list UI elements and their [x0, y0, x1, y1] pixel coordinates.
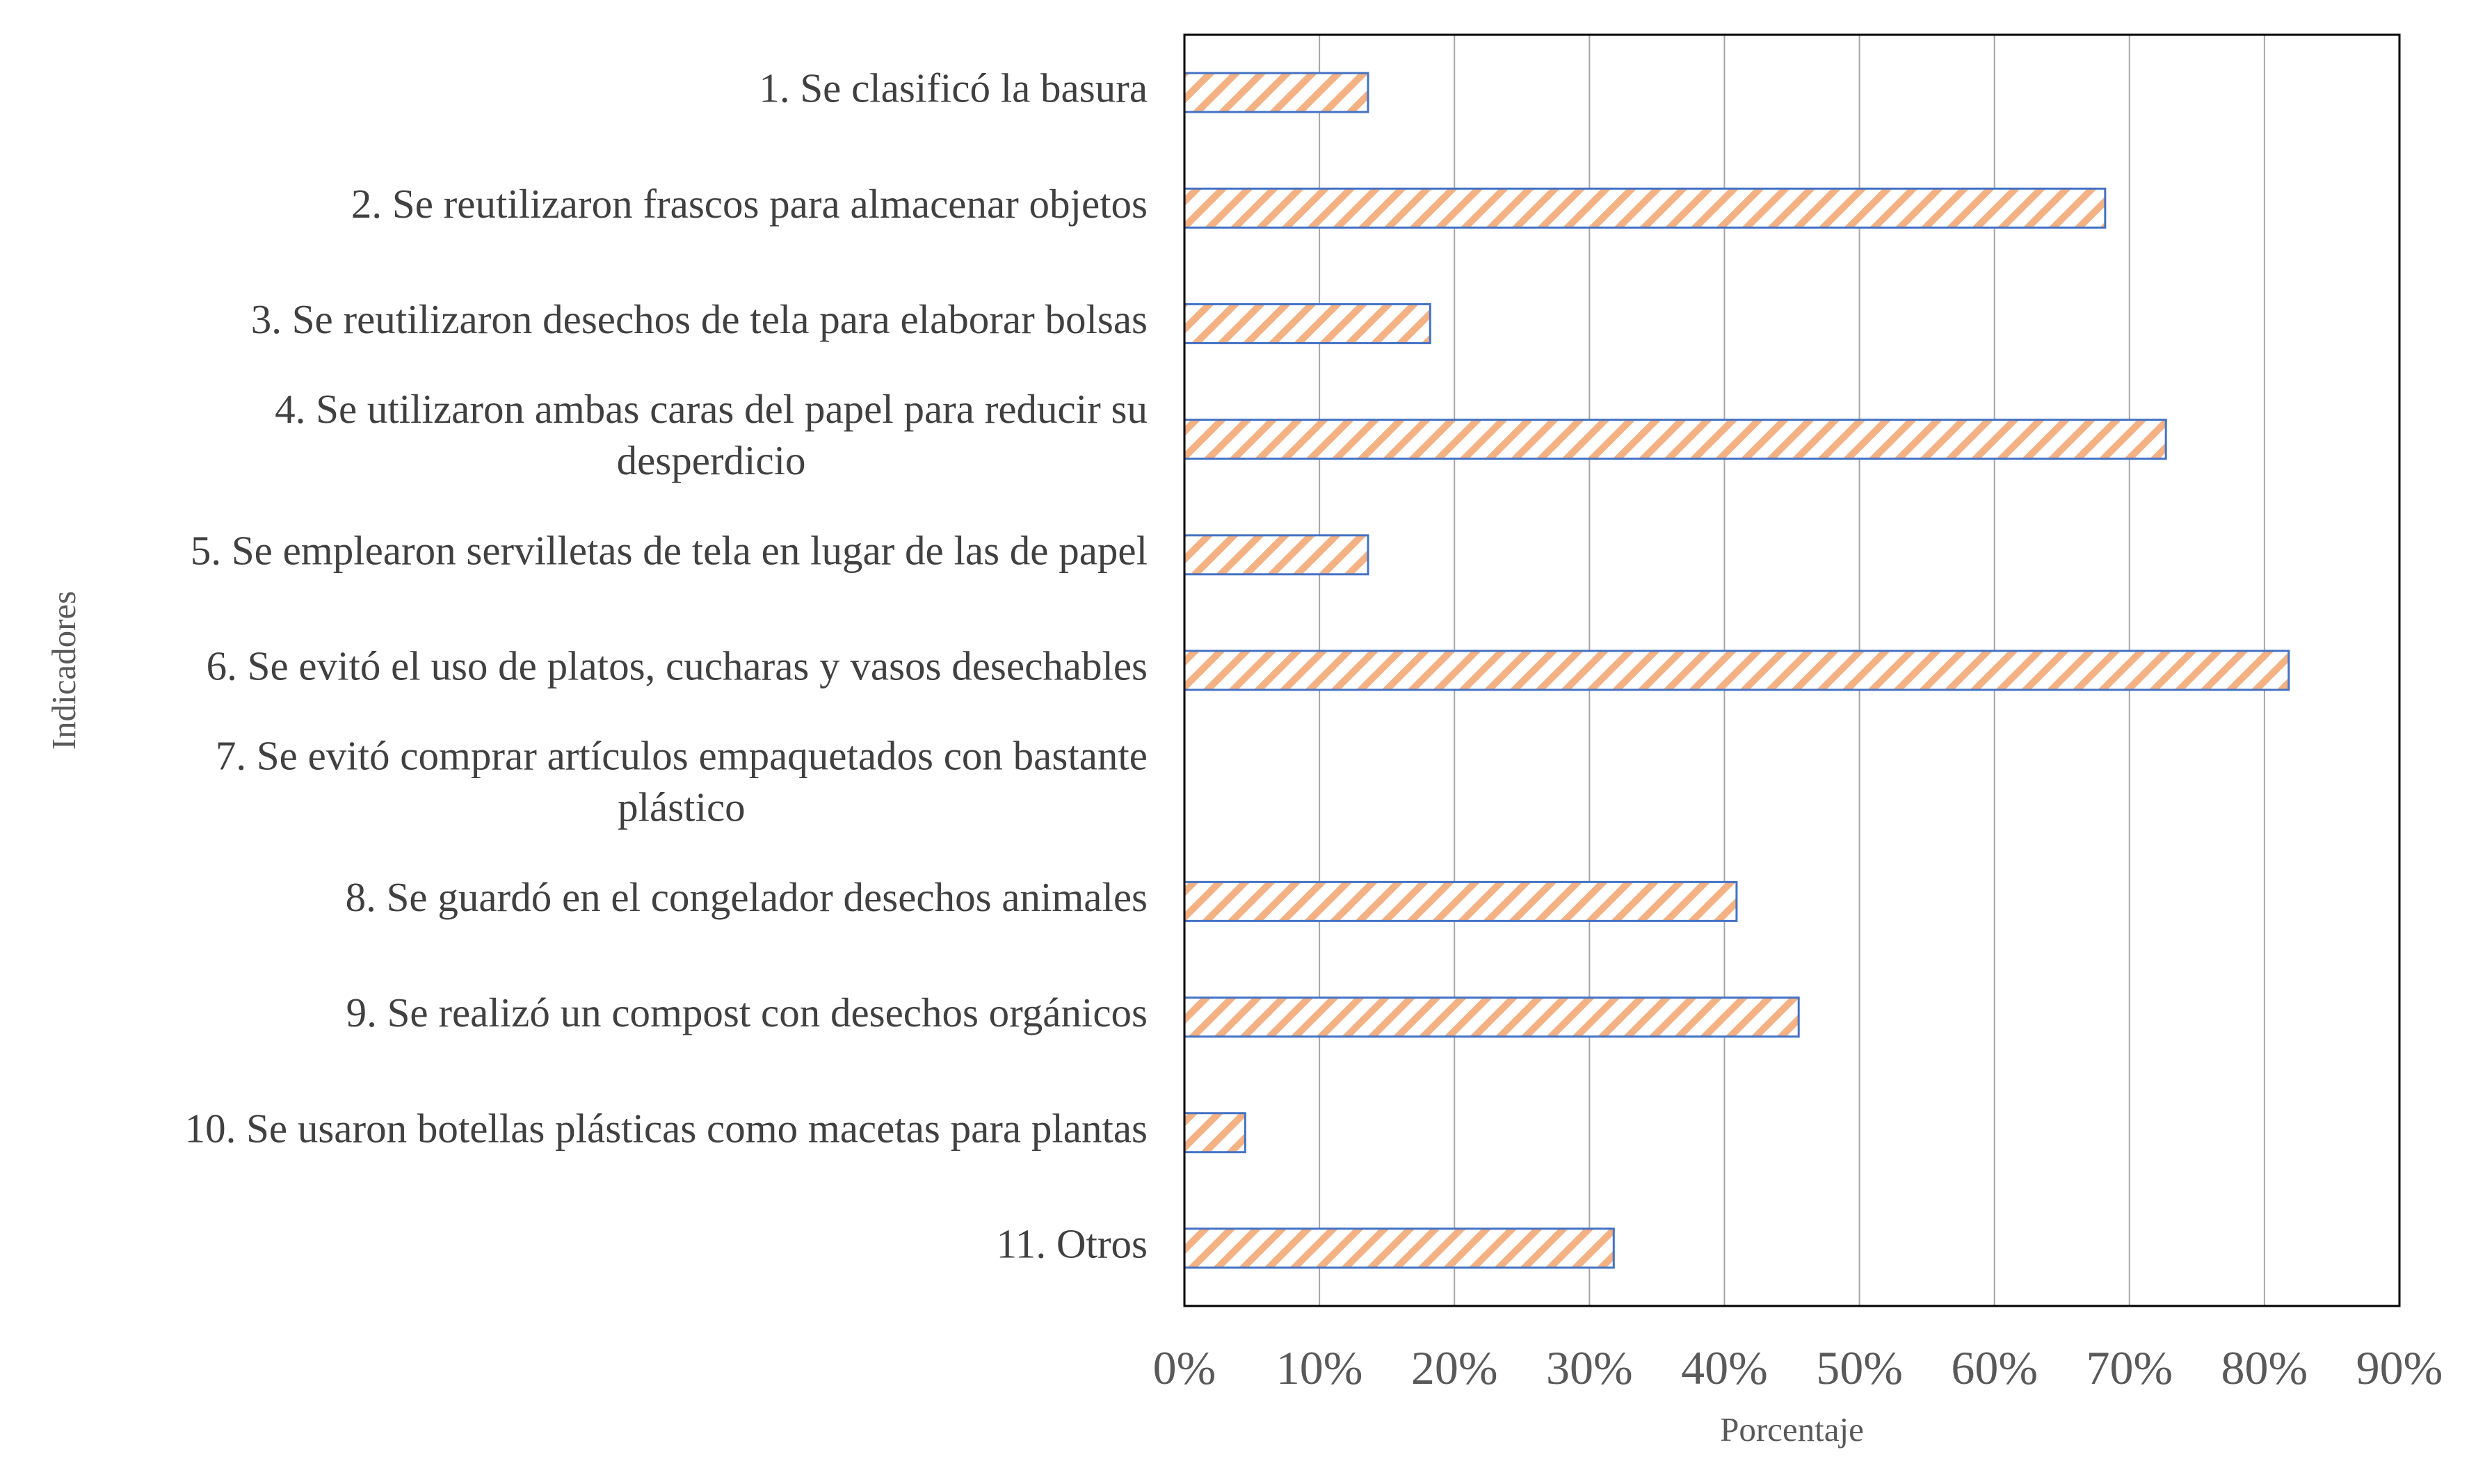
x-tick-label: 0%	[1153, 1341, 1216, 1394]
category-label-continuation: plástico	[618, 784, 746, 830]
plot-area-border	[1183, 33, 2401, 1307]
bars	[1183, 72, 2290, 1269]
x-axis-title: Porcentaje	[1720, 1410, 1864, 1449]
y-axis-title: Indicadores	[45, 591, 83, 750]
x-tick-label: 30%	[1546, 1341, 1633, 1394]
x-tick-label: 70%	[2086, 1341, 2173, 1394]
bar	[1183, 880, 1738, 922]
category-label: 4. Se utilizaron ambas caras del papel p…	[275, 386, 1148, 432]
x-tick-labels: 0% 10% 20% 30% 40% 50% 60% 70% 80% 90%	[1153, 1341, 2443, 1394]
category-label: 9. Se realizó un compost con desechos or…	[346, 990, 1148, 1035]
bar	[1183, 650, 2290, 691]
x-tick-label: 60%	[1951, 1341, 2038, 1394]
x-tick-label: 10%	[1276, 1341, 1363, 1394]
category-label: 5. Se emplearon servilletas de tela en l…	[191, 527, 1148, 573]
x-tick-label: 20%	[1411, 1341, 1498, 1394]
x-tick-label: 50%	[1816, 1341, 1903, 1394]
category-label-continuation: desperdicio	[617, 437, 806, 483]
category-label: 2. Se reutilizaron frascos para almacena…	[351, 181, 1148, 227]
bar	[1183, 419, 2167, 460]
bar	[1183, 187, 2107, 229]
bar	[1183, 1227, 1615, 1269]
category-label: 10. Se usaron botellas plásticas como ma…	[185, 1105, 1148, 1151]
category-label: 11. Otros	[997, 1220, 1148, 1266]
category-label: 8. Se guardó en el congelador desechos a…	[346, 874, 1148, 920]
category-label: 1. Se clasificó la basura	[759, 65, 1148, 111]
bar	[1183, 72, 1369, 113]
category-label: 6. Se evitó el uso de platos, cucharas y…	[207, 643, 1148, 689]
x-tick-label: 80%	[2221, 1341, 2308, 1394]
bar	[1183, 997, 1800, 1038]
bar	[1183, 534, 1369, 576]
category-label: 3. Se reutilizaron desechos de tela para…	[251, 296, 1148, 342]
x-tick-label: 90%	[2356, 1341, 2443, 1394]
category-label: 7. Se evitó comprar artículos empaquetad…	[216, 733, 1148, 779]
bar	[1183, 1112, 1246, 1154]
category-labels: 1. Se clasificó la basura 2. Se reutiliza…	[185, 65, 1148, 1267]
x-tick-label: 40%	[1681, 1341, 1768, 1394]
bar	[1183, 303, 1431, 344]
